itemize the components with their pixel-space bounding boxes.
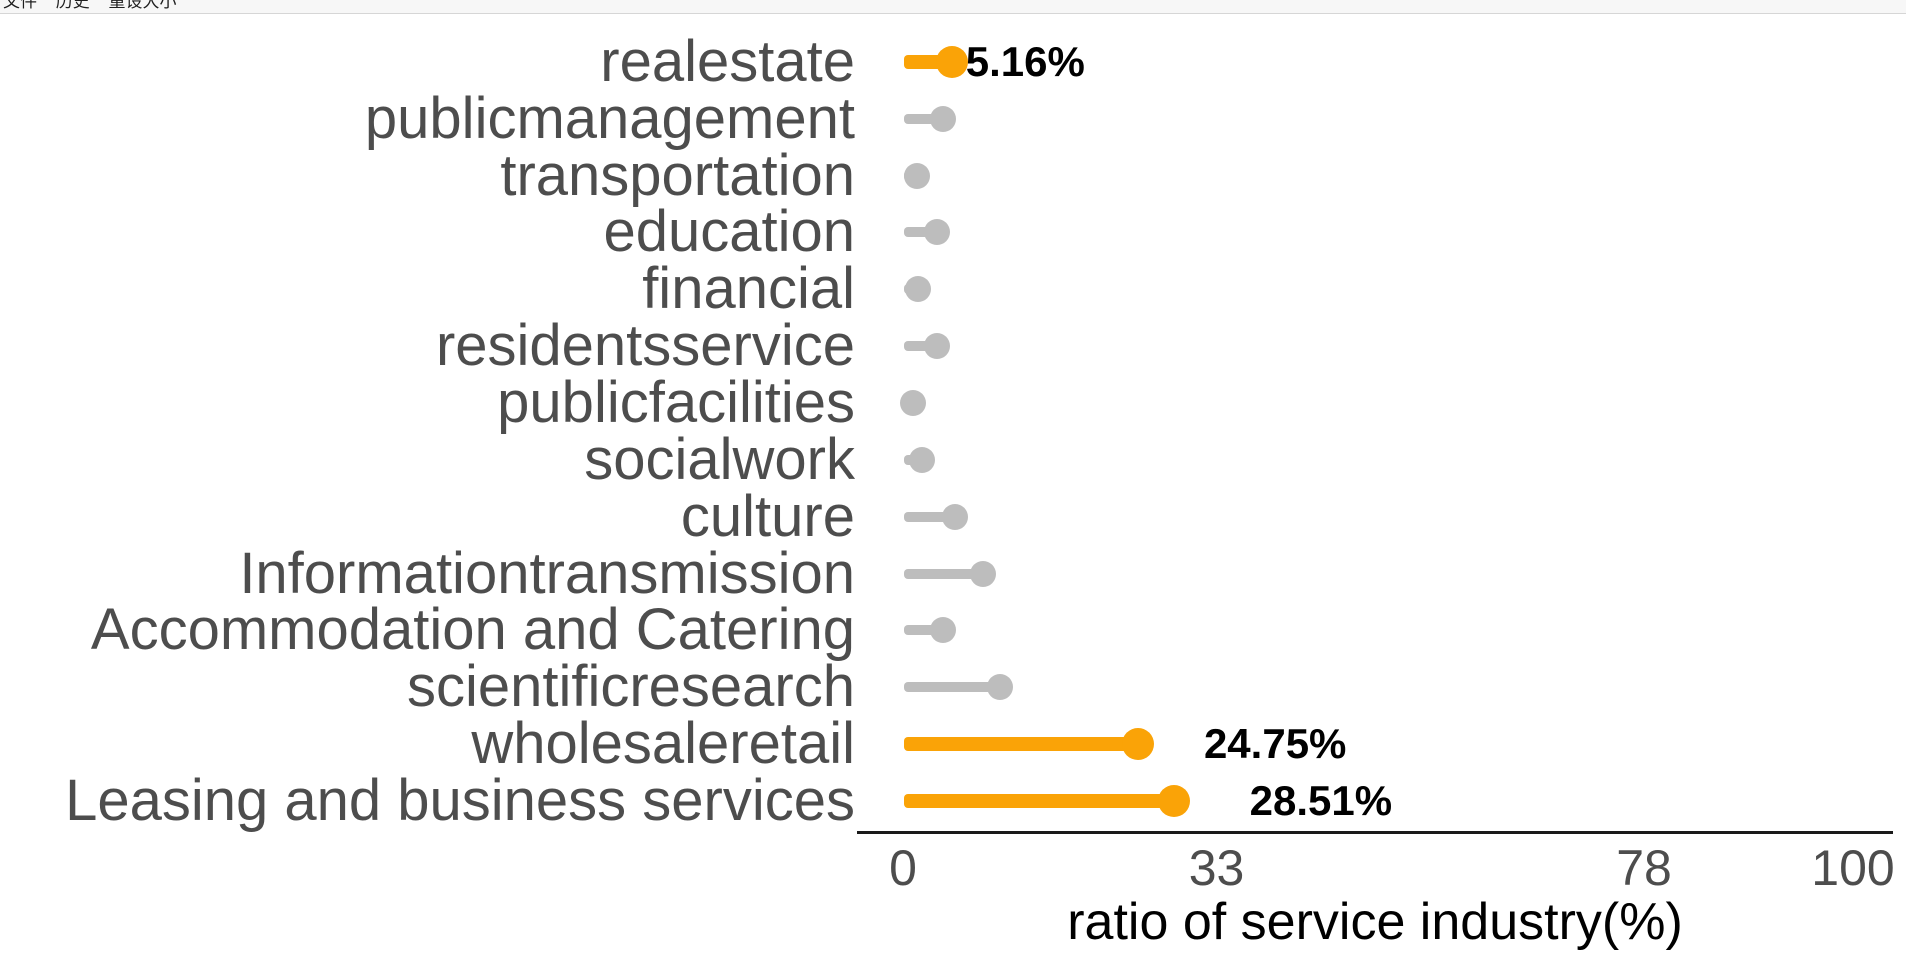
category-label: publicmanagement xyxy=(364,85,855,151)
category-label: transportation xyxy=(500,142,855,208)
category-label: Informationtransmission xyxy=(239,540,855,606)
lollipop-dot xyxy=(924,333,951,360)
chart-row: education xyxy=(0,199,1906,265)
lollipop-dot xyxy=(929,105,956,132)
lollipop-dot xyxy=(986,674,1013,701)
chart-row: culture xyxy=(0,483,1906,549)
category-label: realestate xyxy=(600,28,855,94)
value-label: 5.16% xyxy=(965,37,1085,85)
chart-row: Informationtransmission xyxy=(0,540,1906,606)
chart-row: wholesaleretail 24.75% xyxy=(0,711,1906,777)
x-tick-label: 0 xyxy=(889,840,917,896)
menu-item-resize[interactable]: 重设大小 xyxy=(108,0,177,11)
lollipop-dot xyxy=(969,560,996,587)
lollipop-dot xyxy=(924,219,951,246)
chart-row: residentsservice xyxy=(0,313,1906,379)
lollipop-dot xyxy=(904,162,931,189)
lollipop-stick xyxy=(904,511,956,522)
lollipop-dot xyxy=(905,276,932,303)
category-label: residentsservice xyxy=(435,313,855,379)
category-label: publicfacilities xyxy=(497,370,855,436)
chart-row: Accommodation and Catering xyxy=(0,597,1906,663)
x-tick-label: 78 xyxy=(1616,840,1672,896)
chart-row: realestate 5.16% xyxy=(0,28,1906,94)
menu-bar-items: 文件 历史 重设大小 xyxy=(3,0,190,10)
chart-row: publicfacilities xyxy=(0,370,1906,436)
chart-row: transportation xyxy=(0,142,1906,208)
lollipop-dot xyxy=(1157,784,1190,817)
category-label: Leasing and business services xyxy=(65,767,855,833)
lollipop-dot xyxy=(1122,728,1155,761)
menu-item-history[interactable]: 历史 xyxy=(55,0,90,11)
lollipop-stick xyxy=(904,682,1000,693)
category-label: Accommodation and Catering xyxy=(90,597,855,663)
menu-item-file[interactable]: 文件 xyxy=(3,0,37,11)
category-label: education xyxy=(603,199,855,265)
lollipop-chart: realestate 5.16% publicmanagement transport… xyxy=(0,14,1906,961)
lollipop-stick xyxy=(904,625,943,636)
lollipop-dot xyxy=(942,503,969,530)
lollipop-stick xyxy=(904,737,1139,752)
chart-row: scientificresearch xyxy=(0,654,1906,720)
x-tick-label: 100 xyxy=(1811,840,1895,896)
lollipop-dot xyxy=(936,45,969,78)
lollipop-dot xyxy=(929,617,956,644)
lollipop-dot xyxy=(899,390,926,417)
chart-row: Leasing and business services 28.51% xyxy=(0,767,1906,833)
category-label: financial xyxy=(642,256,855,322)
lollipop-stick xyxy=(904,113,943,124)
lollipop-dot xyxy=(909,446,935,473)
menu-bar: 文件 历史 重设大小 xyxy=(0,0,1906,13)
x-tick-label: 33 xyxy=(1188,840,1245,896)
x-axis-title: ratio of service industry(%) xyxy=(1067,893,1683,951)
chart-row: socialwork xyxy=(0,426,1906,492)
value-label: 24.75% xyxy=(1203,720,1347,768)
category-label: wholesaleretail xyxy=(471,711,855,777)
lollipop-stick xyxy=(904,227,938,238)
lollipop-stick xyxy=(904,793,1174,808)
menu-separator xyxy=(0,13,1906,14)
category-label: socialwork xyxy=(584,426,855,492)
lollipop-stick xyxy=(904,568,983,579)
chart-row: publicmanagement xyxy=(0,85,1906,151)
chart-row: financial xyxy=(0,256,1906,322)
category-label: scientificresearch xyxy=(406,654,855,720)
x-axis-line xyxy=(857,831,1893,834)
value-label: 28.51% xyxy=(1249,776,1393,824)
category-label: culture xyxy=(680,483,855,549)
lollipop-stick xyxy=(904,341,938,352)
